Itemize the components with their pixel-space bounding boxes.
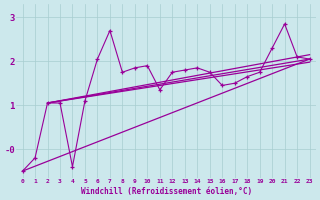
X-axis label: Windchill (Refroidissement éolien,°C): Windchill (Refroidissement éolien,°C) <box>81 187 252 196</box>
